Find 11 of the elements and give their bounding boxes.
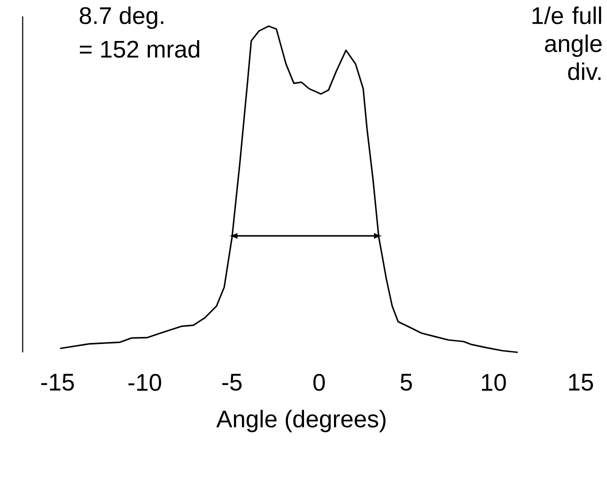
x-tick-label: 10 <box>482 374 506 391</box>
annotation: = 152 mrad <box>80 40 200 58</box>
x-tick-label: -5 <box>222 374 242 391</box>
x-tick-label: 15 <box>569 374 593 391</box>
x-tick-label: -15 <box>41 374 74 391</box>
x-tick-label: 0 <box>313 374 325 391</box>
x-tick-label: 5 <box>400 374 412 391</box>
x-axis-title: Angle (degrees) <box>216 410 386 432</box>
x-tick-label: -10 <box>128 374 162 391</box>
annotation: 1/e full angle div. <box>532 6 602 80</box>
annotation: 8.7 deg. <box>80 6 164 29</box>
